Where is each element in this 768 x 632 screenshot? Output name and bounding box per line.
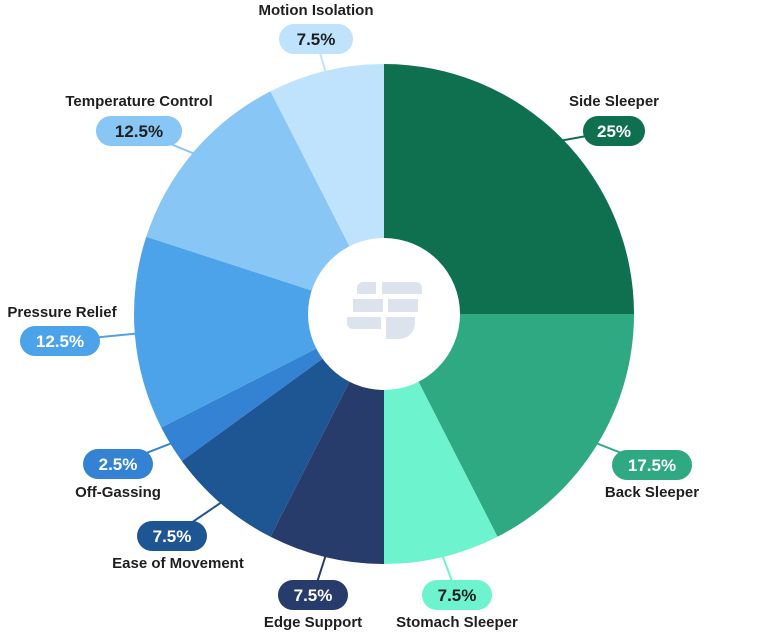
value-pill-back-sleeper <box>612 450 692 480</box>
category-label-side-sleeper: Side Sleeper <box>569 93 659 110</box>
value-label-off-gassing: 2.5% <box>99 455 138 474</box>
center-hole <box>308 238 460 390</box>
category-label-ease-of-movement: Ease of Movement <box>112 555 244 572</box>
value-label-pressure-relief: 12.5% <box>36 332 84 351</box>
value-pill-off-gassing <box>83 449 153 479</box>
value-pill-temperature-control <box>96 116 182 146</box>
slice-side-sleeper <box>384 64 634 314</box>
category-label-edge-support: Edge Support <box>264 614 362 631</box>
value-pill-stomach-sleeper <box>422 580 492 610</box>
value-label-back-sleeper: 17.5% <box>628 456 676 475</box>
mattress-logo-icon <box>347 282 422 339</box>
value-label-edge-support: 7.5% <box>294 586 333 605</box>
value-label-side-sleeper: 25% <box>597 122 631 141</box>
slice-back-sleeper <box>384 314 634 537</box>
category-label-pressure-relief: Pressure Relief <box>7 304 117 321</box>
value-pill-motion-isolation <box>279 24 353 54</box>
labels: 25% Side Sleeper 17.5% Back Sleeper 7.5% Stom… <box>7 2 699 631</box>
value-label-stomach-sleeper: 7.5% <box>438 586 477 605</box>
value-label-temperature-control: 12.5% <box>115 122 163 141</box>
value-pill-edge-support <box>278 580 348 610</box>
value-label-ease-of-movement: 7.5% <box>153 527 192 546</box>
category-label-back-sleeper: Back Sleeper <box>605 484 699 501</box>
slice-temperature-control <box>146 91 384 314</box>
value-pill-ease-of-movement <box>137 521 207 551</box>
value-pill-pressure-relief <box>20 326 100 356</box>
category-label-off-gassing: Off-Gassing <box>75 484 161 501</box>
slice-pressure-relief <box>134 236 384 428</box>
category-label-motion-isolation: Motion Isolation <box>259 2 374 19</box>
value-pill-side-sleeper <box>583 116 645 146</box>
category-label-stomach-sleeper: Stomach Sleeper <box>396 614 518 631</box>
category-label-temperature-control: Temperature Control <box>65 93 212 110</box>
value-label-motion-isolation: 7.5% <box>297 30 336 49</box>
